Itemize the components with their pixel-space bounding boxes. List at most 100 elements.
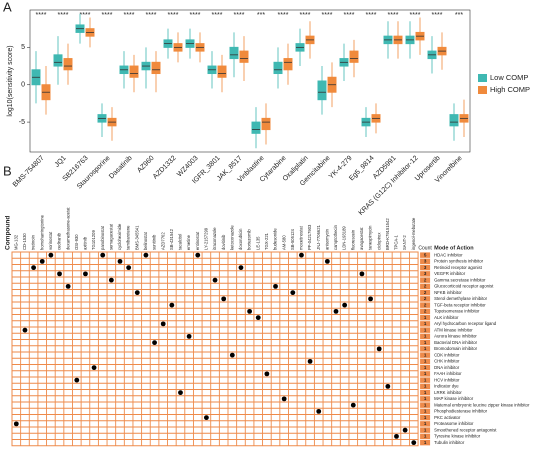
column-label: mocetinostat: [299, 225, 304, 250]
row-label: Aryl hydrocarbon receptor ligand: [434, 321, 497, 326]
significance-label: ****: [168, 12, 179, 19]
column-label: LY-2157299: [204, 227, 209, 250]
count-cell: [420, 283, 431, 290]
dot: [238, 265, 244, 271]
significance-label: ****: [102, 12, 113, 19]
box: [283, 58, 293, 71]
column-label: CD-1530: [22, 233, 27, 250]
count-cell: [420, 414, 431, 421]
row-label: Maternal embryonic leucine zipper kinase…: [434, 402, 530, 407]
dot: [169, 302, 175, 308]
count-cell: [420, 396, 431, 402]
dot: [91, 365, 97, 371]
column-label: JNJ-7706621: [316, 224, 321, 250]
count-cell: [420, 327, 431, 333]
row-label: NFKB inhibitor: [434, 290, 462, 295]
count-cell: [420, 277, 431, 283]
box: [129, 65, 139, 78]
count-label: 1: [424, 427, 427, 432]
significance-label: ****: [322, 12, 333, 19]
row-label: Smoothened receptor antagonist: [434, 427, 497, 432]
column-label: cycloheximide: [117, 223, 122, 250]
dot: [160, 321, 166, 327]
column-label: itraconazole: [212, 227, 217, 250]
panel-label: B: [3, 163, 12, 178]
column-label: avagacestat: [359, 227, 364, 250]
dot: [307, 358, 313, 364]
box: [251, 121, 261, 134]
grid-bg: [11, 251, 419, 447]
row-label: PKC activator: [434, 415, 461, 420]
dot: [22, 327, 28, 333]
dot: [350, 402, 356, 408]
y-tick-label: 0: [21, 82, 25, 89]
dot: [48, 252, 54, 258]
count-cell: [420, 427, 431, 433]
dot: [229, 352, 235, 358]
significance-label: ****: [344, 12, 355, 19]
row-label: Tyrosine kinase inhibitor: [434, 434, 481, 439]
significance-label: ****: [190, 12, 201, 19]
significance-label: ****: [212, 12, 223, 19]
dot: [411, 440, 417, 446]
row-label: LRRK inhibitor: [434, 390, 462, 395]
significance-label: ****: [124, 12, 135, 19]
dot: [134, 290, 140, 296]
count-label: 2: [424, 284, 427, 289]
dot: [376, 346, 382, 352]
dot: [39, 258, 45, 264]
column-label: TPCA-1: [394, 234, 399, 250]
row-title: Mode of Action: [434, 245, 474, 251]
dot: [324, 258, 330, 264]
row-label: HCV inhibitor: [434, 377, 460, 382]
count-cell: [420, 408, 431, 415]
dot: [212, 277, 218, 283]
legend-label: High COMP: [490, 85, 530, 94]
count-label: 1: [424, 421, 427, 426]
count-label: 1: [424, 334, 427, 339]
row-label: MAP kinase inhibitor: [434, 396, 474, 401]
count-cell: [420, 383, 431, 390]
column-label: cediranib: [57, 232, 62, 250]
count-label: 1: [424, 440, 427, 445]
legend-swatch: [478, 86, 487, 94]
row-label: Indicator dye: [434, 384, 459, 389]
column-label: tamibarotene: [126, 225, 131, 250]
y-tick-label: 5: [21, 44, 25, 51]
significance-label: ****: [278, 12, 289, 19]
column-label: SB-431542: [169, 228, 174, 250]
column-label: semagacestat: [108, 223, 113, 250]
count-label: 1: [424, 327, 427, 332]
count-label: 3: [424, 265, 427, 270]
count-label: 5: [424, 252, 427, 257]
count-label: 1: [424, 377, 427, 382]
column-label: tacalcitol: [178, 234, 183, 250]
count-cell: [420, 358, 431, 365]
significance-label: ****: [432, 12, 443, 19]
count-cell: [420, 289, 431, 296]
legend-label: Low COMP: [490, 73, 528, 82]
row-label: HDAC inhibitor: [434, 252, 463, 257]
count-cell: [420, 264, 431, 271]
column-label: bortezomib: [247, 229, 252, 250]
count-label: 1: [424, 346, 427, 351]
column-label: fluorescein: [350, 229, 355, 250]
row-label: VEGFR inhibitor: [434, 271, 466, 276]
dot: [152, 340, 157, 346]
significance-label: ****: [234, 12, 245, 19]
column-label: LDN-193189: [342, 226, 347, 250]
box: [63, 58, 73, 71]
count-label: 1: [424, 315, 427, 320]
row-label: Glucocorticoid receptor agonist: [434, 284, 494, 289]
count-label: 2: [424, 302, 427, 307]
count-cell: [420, 258, 431, 265]
column-label: AZD7762: [160, 232, 165, 250]
dot: [290, 290, 296, 296]
box: [273, 61, 283, 75]
row-label: TGF-beta receptor inhibitor: [434, 302, 486, 307]
dot: [359, 271, 365, 277]
column-label: TGX-221: [264, 232, 269, 250]
dot: [31, 265, 36, 271]
dot: [65, 283, 71, 289]
